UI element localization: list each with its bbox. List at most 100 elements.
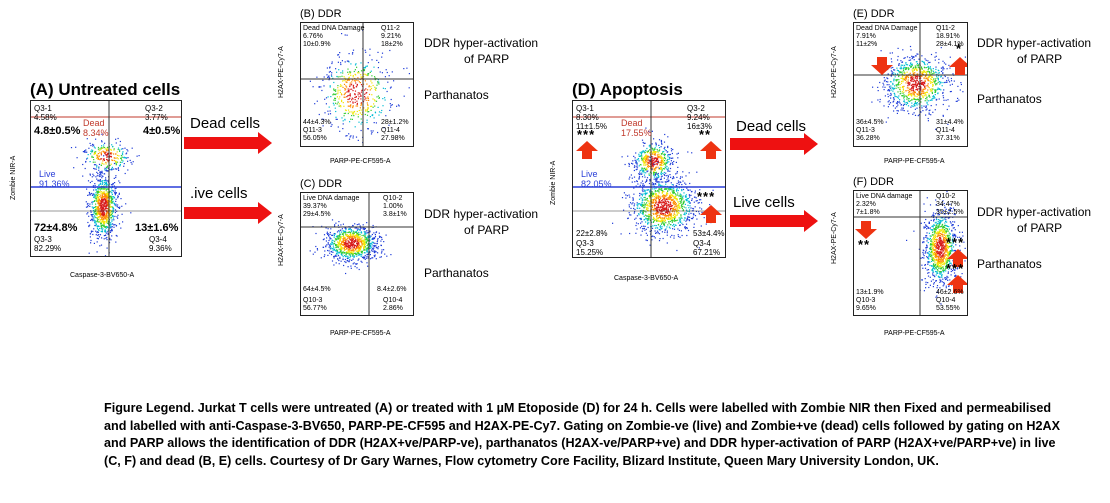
d-q3-4-value: 67.21% bbox=[693, 248, 721, 257]
dead-arrow-2 bbox=[730, 133, 818, 155]
live-arrow-1 bbox=[184, 202, 272, 224]
b-tl3: 10±0.9% bbox=[303, 41, 331, 48]
b-br1: 28±1.2% bbox=[381, 119, 409, 126]
d-stars-dead-left: *** bbox=[577, 127, 596, 142]
e-br3: 37.31% bbox=[936, 135, 960, 142]
q3-1-value: 4.58% bbox=[34, 113, 57, 122]
b-tr3: 18±2% bbox=[381, 41, 403, 48]
e-tr2: 18.91% bbox=[936, 33, 960, 40]
ofparp-label-f: of PARP bbox=[1017, 221, 1063, 235]
b-bl2: Q11-3 bbox=[303, 127, 322, 134]
parth-label-b: Parthanatos bbox=[424, 88, 489, 102]
q3-3-label: Q3-3 bbox=[34, 235, 52, 244]
d-live-value: 82.05% bbox=[581, 179, 612, 189]
c-bl3: 56.77% bbox=[303, 305, 327, 312]
c-br2: Q10-4 bbox=[383, 297, 403, 304]
panel-b-title: (B) DDR bbox=[300, 8, 342, 20]
f-br1: 46±2.6% bbox=[936, 289, 964, 296]
q3-2-value: 3.77% bbox=[145, 113, 168, 122]
panel-d-xlabel: Caspase-3-BV650-A bbox=[614, 275, 679, 282]
panel-b-xlabel: PARP-PE-CF595-A bbox=[330, 158, 391, 165]
d-q3-2-value: 9.24% bbox=[687, 113, 710, 122]
c-tr2: 1.00% bbox=[383, 203, 403, 210]
c-tr1: Q10-2 bbox=[383, 195, 403, 202]
f-tl2: 2.32% bbox=[856, 201, 876, 208]
b-bl1: 44±4.3% bbox=[303, 119, 331, 126]
d-q3-2-label: Q3-2 bbox=[687, 104, 705, 113]
panel-f-xlabel: PARP-PE-CF595-A bbox=[884, 330, 945, 337]
f-br3: 53.55% bbox=[936, 305, 960, 312]
ofparp-label-c: of PARP bbox=[464, 223, 510, 237]
f-stars-ddr: ** bbox=[858, 237, 871, 252]
q3-4-stat: 13±1.6% bbox=[135, 222, 179, 234]
q3-1-stat: 4.8±0.5% bbox=[34, 125, 81, 137]
d-q3-1-stat: 11±1.5% bbox=[576, 122, 607, 131]
c-br1: 8.4±2.6% bbox=[377, 286, 407, 293]
d-q3-1-value: 8.30% bbox=[576, 113, 599, 122]
q3-3-stat: 72±4.8% bbox=[34, 222, 78, 234]
e-stars-dp: * bbox=[956, 41, 963, 56]
q3-3-value: 82.29% bbox=[34, 244, 62, 253]
d-q3-1-label: Q3-1 bbox=[576, 104, 594, 113]
e-bl1: 36±4.5% bbox=[856, 119, 884, 126]
c-br3: 2.86% bbox=[383, 305, 403, 312]
hyper-label-c: DDR hyper-activation bbox=[424, 207, 539, 221]
panel-c-title: (C) DDR bbox=[300, 178, 343, 190]
b-tr2: 9.21% bbox=[381, 33, 401, 40]
panel-a-title: (A) Untreated cells bbox=[30, 80, 181, 99]
arrow-label-live-1: .ive cells bbox=[190, 185, 248, 202]
parth-label-e: Parthanatos bbox=[977, 92, 1042, 106]
b-tr1: Q11-2 bbox=[381, 25, 400, 32]
figure-legend: Figure Legend. Jurkat T cells were untre… bbox=[104, 401, 1061, 468]
q3-2-label: Q3-2 bbox=[145, 104, 163, 113]
d-q3-3-value: 15.25% bbox=[576, 248, 604, 257]
e-tr3: 28±4.1% bbox=[936, 41, 964, 48]
hyper-label-b: DDR hyper-activation bbox=[424, 36, 539, 50]
f-tr2: 34.47% bbox=[936, 201, 960, 208]
q3-4-value: 9.36% bbox=[149, 244, 172, 253]
f-tl3: 7±1.8% bbox=[856, 209, 880, 216]
d-q3-3-stat: 22±2.8% bbox=[576, 229, 608, 238]
c-bl1: 64±4.5% bbox=[303, 286, 331, 293]
d-q3-4-label: Q3-4 bbox=[693, 239, 711, 248]
f-tl1: Live DNA damage bbox=[856, 193, 913, 200]
f-stars-dp: *** bbox=[946, 235, 965, 250]
panel-d-plot: Q3-1 8.30% 11±1.5% Q3-2 9.24% 16±3% Dead 17.5… bbox=[572, 100, 726, 258]
hyper-label-e: DDR hyper-activation bbox=[977, 36, 1092, 50]
d-stars-dead-right: ** bbox=[699, 127, 712, 142]
ofparp-label-e: of PARP bbox=[1017, 52, 1063, 66]
panel-f-title: (F) DDR bbox=[853, 176, 894, 188]
d-q3-3-label: Q3-3 bbox=[576, 239, 594, 248]
dead-arrow-1 bbox=[184, 132, 272, 154]
panel-a-xlabel: Caspase-3-BV650-A bbox=[70, 272, 135, 279]
parth-label-f: Parthanatos bbox=[977, 257, 1042, 271]
e-br2: Q11-4 bbox=[936, 127, 955, 134]
f-tr3: 35±2.5% bbox=[936, 209, 964, 216]
panel-c-plot: Live DNA damage 39.37% 29±4.5% Q10-2 1.00% 3… bbox=[300, 192, 414, 316]
f-stars-parth: *** bbox=[946, 261, 965, 276]
f-bl2: Q10-3 bbox=[856, 297, 876, 304]
c-bl2: Q10-3 bbox=[303, 297, 323, 304]
c-tl3: 29±4.5% bbox=[303, 211, 331, 218]
f-bl1: 13±1.9% bbox=[856, 289, 884, 296]
hyper-label-f: DDR hyper-activation bbox=[977, 205, 1092, 219]
panel-a-plot: Q3-1 4.58% 4.8±0.5% Q3-2 3.77% 4±0.5% Dead… bbox=[30, 100, 182, 257]
panel-c-xlabel: PARP-PE-CF595-A bbox=[330, 330, 391, 337]
panel-e-title: (E) DDR bbox=[853, 8, 895, 20]
e-tl1: Dead DNA Damage bbox=[856, 25, 918, 32]
d-stars-live-right: *** bbox=[697, 189, 716, 204]
dead-gate-label: Dead bbox=[83, 118, 105, 128]
f-br2: Q10-4 bbox=[936, 297, 956, 304]
panel-b-plot: Dead DNA Damage 6.76% 10±0.9% Q11-2 9.21% 18… bbox=[300, 22, 414, 147]
e-tl2: 7.91% bbox=[856, 33, 876, 40]
e-bl2: Q11-3 bbox=[856, 127, 875, 134]
d-q3-2-stat: 16±3% bbox=[687, 122, 712, 131]
c-tl2: 39.37% bbox=[303, 203, 327, 210]
panel-e-plot: Dead DNA Damage 7.91% 11±2% Q11-2 18.91% 28±… bbox=[853, 22, 968, 147]
e-tl3: 11±2% bbox=[856, 41, 878, 48]
d-live-label: Live bbox=[581, 169, 598, 179]
d-dead-value: 17.55% bbox=[621, 128, 652, 138]
b-br3: 27.98% bbox=[381, 135, 405, 142]
arrow-label-live-2: Live cells bbox=[733, 194, 795, 211]
